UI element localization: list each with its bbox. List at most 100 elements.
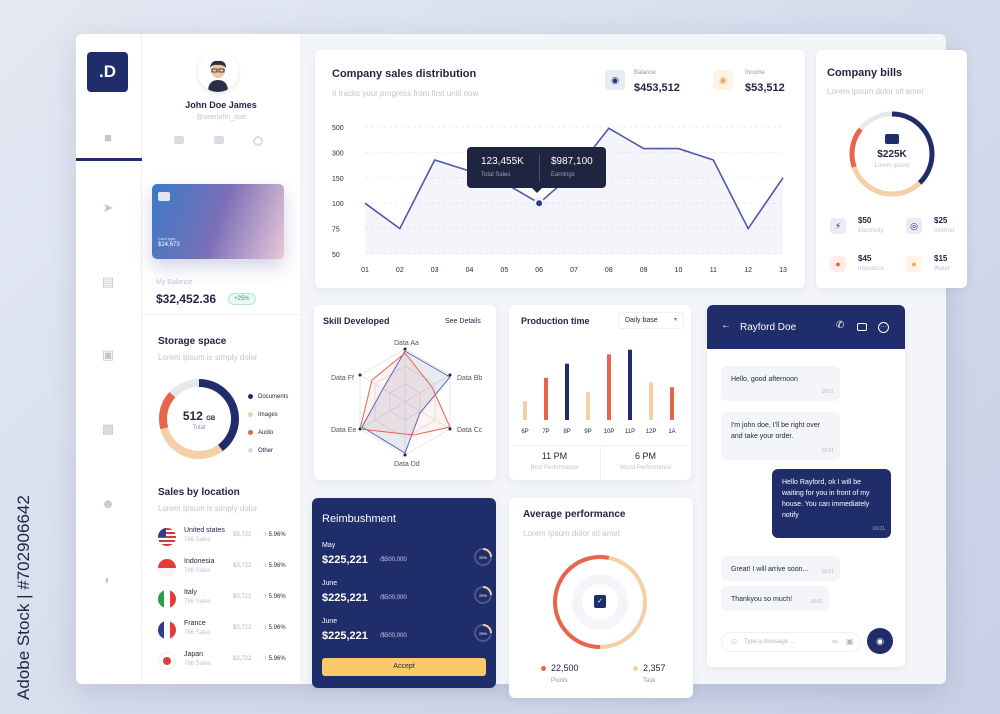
more-icon[interactable]: ···	[878, 322, 889, 333]
phone-icon[interactable]: ✆	[836, 320, 845, 331]
progress-ring: 25%	[473, 547, 493, 567]
arrow-down-icon: ↓	[264, 625, 267, 631]
mic-button[interactable]: ◉	[867, 628, 893, 654]
reimbursement-title: Reimbushment	[322, 513, 396, 525]
chat-message-incoming: Great! I will arrive soon... 16:01	[721, 556, 840, 581]
storage-title: Storage space	[158, 336, 227, 347]
arrow-down-icon: ↓	[264, 563, 267, 569]
location-country: Italy	[184, 589, 197, 596]
bills-center-label: Lorem ipsum	[874, 163, 910, 169]
location-country: France	[184, 620, 206, 627]
reimbursement-row: June $225,221 /$500,000 25%	[322, 618, 492, 652]
radar-label: Data Dd	[394, 461, 420, 468]
progress-pct: 25%	[479, 631, 487, 636]
reim-month: June	[322, 618, 338, 625]
production-dropdown[interactable]: Daily base ▾	[618, 312, 684, 329]
highlight-point	[536, 200, 543, 207]
bill-value: $25	[934, 216, 948, 225]
radar-label: Data Ee	[331, 427, 357, 434]
legend-item: Audio	[248, 424, 288, 442]
coin-icon: ◉	[713, 70, 733, 90]
balance-change-badge: +25%	[228, 293, 256, 305]
emoji-icon[interactable]: ☺	[730, 637, 739, 646]
sidebar: .D ■ ➤ ▤ ▣ ▩ ☻ ◐	[76, 34, 142, 684]
notification-icon[interactable]	[214, 136, 224, 144]
indonesia-flag-icon	[158, 559, 176, 577]
x-tick-label: 12P	[646, 429, 657, 435]
bills-center-value: $225K	[877, 149, 907, 160]
x-tick-label: 11	[710, 267, 717, 274]
divider	[142, 314, 300, 315]
location-sales: 766 Sales	[184, 661, 211, 667]
production-card: Production time Daily base ▾ 6P 7P 8P 9P 10P…	[509, 305, 691, 480]
card-label: Card type	[158, 236, 176, 241]
bolt-icon[interactable]: ➤	[102, 200, 114, 215]
chat-card: ← Rayford Doe ✆ ··· Hello, good afternoo…	[707, 305, 905, 667]
app-logo[interactable]: .D	[87, 52, 128, 92]
table-row[interactable]: Indonesia 766 Sales $3,722 ↓ 5.96%	[158, 557, 298, 579]
y-tick-label: 100	[332, 201, 344, 208]
bill-internet[interactable]: ◎ $25 Internet	[906, 216, 976, 240]
table-row[interactable]: United states 766 Sales $3,722 ↑ 5.96%	[158, 526, 298, 548]
radar-label: Data Aa	[394, 340, 419, 347]
income-stat-label: Income	[745, 70, 765, 76]
video-icon[interactable]	[857, 323, 867, 331]
x-tick-label: 06	[535, 267, 543, 274]
card-icon[interactable]: ▤	[101, 274, 115, 289]
bill-label: Water	[934, 266, 950, 272]
contrast-icon[interactable]: ◐	[104, 572, 112, 587]
table-row[interactable]: France 766 Sales $3,722 ↓ 5.96%	[158, 619, 298, 641]
legend-item: Documents	[248, 388, 288, 406]
location-sales: 766 Sales	[184, 537, 211, 543]
bill-electricity[interactable]: ⚡ $50 Electricity	[830, 216, 900, 240]
message-time: 16:01	[821, 389, 834, 395]
home-icon[interactable]: ■	[104, 130, 112, 145]
profile-handle: @userjohn_doe	[196, 114, 246, 121]
see-details-link[interactable]: See Details	[445, 318, 481, 325]
company-bills-card: Company bills Lorem ipsum dolor sit amet…	[816, 50, 967, 288]
table-row[interactable]: Japan 766 Sales $3,722 ↑ 5.96%	[158, 650, 298, 672]
legend-item: Images	[248, 406, 288, 424]
x-tick-label: 6P	[521, 429, 528, 435]
bar	[607, 354, 611, 420]
location-amount: $3,722	[233, 563, 252, 569]
balance-stat-label: Balance	[634, 70, 656, 76]
progress-pct: 25%	[479, 593, 487, 598]
avg-perf-title: Average performance	[523, 509, 626, 520]
bills-title: Company bills	[827, 67, 903, 79]
attach-icon[interactable]: ∞	[832, 637, 838, 646]
reim-value: $225,221	[322, 554, 368, 566]
points-stat: 22,500	[541, 663, 579, 673]
x-tick-label: 01	[361, 267, 369, 274]
accept-button[interactable]: Accept	[322, 658, 486, 676]
drop-icon: ●	[906, 256, 922, 272]
table-row[interactable]: Italy 756 Sales $3,722 ↑ 5.96%	[158, 588, 298, 610]
bill-insurance[interactable]: ● $45 Insurance	[830, 254, 900, 278]
x-tick-label: 09	[640, 267, 648, 274]
messages-icon[interactable]	[174, 136, 184, 144]
settings-icon[interactable]	[253, 136, 263, 146]
chat-message-incoming: Hello, good afternoon 16:01	[721, 366, 840, 401]
skill-title: Skill Developed	[323, 316, 390, 326]
area-fill	[365, 128, 783, 254]
tooltip-earn-label: Earnings	[551, 172, 575, 178]
chat-input[interactable]: ☺ Type a message ... ∞ ▣	[721, 632, 861, 652]
message-time: 16:01	[872, 526, 885, 532]
storage-legend: Documents Images Audio Other	[248, 388, 288, 460]
sales-dist-subtitle: It tracks your progress from first until…	[332, 89, 479, 98]
sales-location-title: Sales by location	[158, 487, 240, 498]
avatar[interactable]	[198, 52, 238, 92]
contact-icon[interactable]: ☻	[101, 496, 115, 511]
x-tick-label: 04	[466, 267, 474, 274]
sidebar-active-indicator	[76, 158, 142, 161]
bill-water[interactable]: ● $15 Water	[906, 254, 976, 278]
back-arrow-icon[interactable]: ←	[721, 320, 731, 331]
income-stat-value: $53,512	[745, 82, 785, 94]
chat-message-incoming: I'm john doe, I'll be right over and tak…	[721, 412, 840, 460]
x-tick-label: 9P	[584, 429, 591, 435]
camera-icon[interactable]: ▣	[846, 637, 854, 646]
location-country: Indonesia	[184, 558, 215, 565]
apps-icon[interactable]: ▣	[101, 347, 115, 362]
credit-card[interactable]: Card type $24,673	[152, 184, 284, 259]
inbox-icon[interactable]: ▩	[101, 421, 115, 436]
